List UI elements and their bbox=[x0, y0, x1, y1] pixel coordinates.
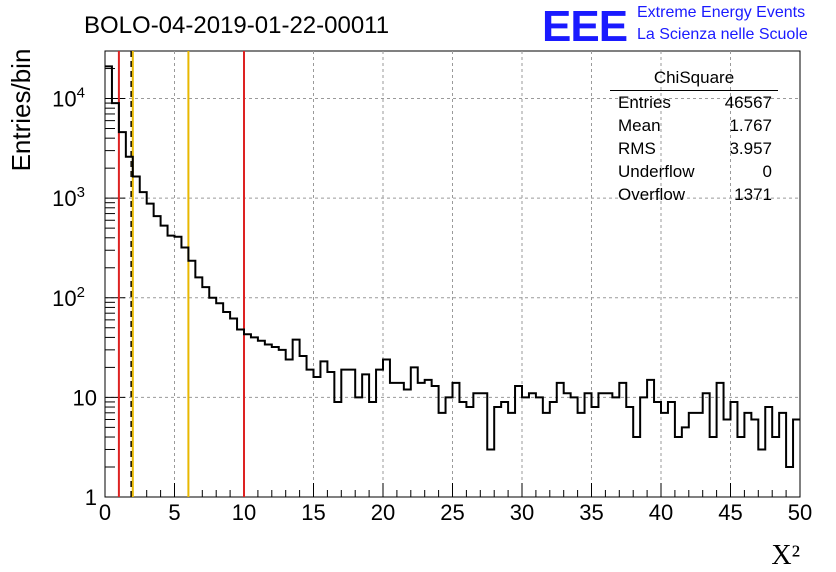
y-tick-label: 103 bbox=[52, 184, 85, 211]
stats-value: 46567 bbox=[724, 93, 772, 112]
stats-key: Entries bbox=[618, 93, 671, 112]
x-tick-label: 25 bbox=[440, 500, 464, 525]
stats-value: 1371 bbox=[734, 185, 772, 204]
x-tick-label: 30 bbox=[510, 500, 534, 525]
stats-key: Underflow bbox=[618, 162, 695, 181]
stats-title: ChiSquare bbox=[653, 68, 735, 87]
x-tick-labels: 0 5 10 15 20 25 30 35 40 45 50 bbox=[99, 500, 812, 525]
threshold-lines bbox=[117, 51, 245, 497]
stats-value: 0 bbox=[762, 162, 772, 181]
x-tick-label: 45 bbox=[718, 500, 742, 525]
y-tick-label: 1 bbox=[85, 485, 97, 510]
logo-line-2: La Scienza nelle Scuole bbox=[637, 26, 808, 43]
stats-divider bbox=[610, 90, 778, 91]
stats-key: Mean bbox=[618, 116, 661, 135]
x-tick-label: 20 bbox=[371, 500, 395, 525]
y-tick-labels: 1 10 102 103 104 bbox=[52, 85, 97, 510]
eee-logo: EEE bbox=[542, 2, 628, 51]
y-tick-label: 104 bbox=[52, 85, 85, 112]
x-tick-label: 35 bbox=[579, 500, 603, 525]
x-tick-label: 0 bbox=[99, 500, 111, 525]
x-tick-label: 15 bbox=[301, 500, 325, 525]
x-tick-label: 10 bbox=[232, 500, 256, 525]
y-axis-label: Entries/bin bbox=[6, 49, 36, 172]
y-tick-label: 102 bbox=[52, 284, 85, 311]
y-tick-label: 10 bbox=[73, 385, 97, 410]
chart-title: BOLO-04-2019-01-22-00011 bbox=[84, 12, 390, 39]
stats-key: Overflow bbox=[618, 185, 686, 204]
x-tick-label: 5 bbox=[168, 500, 180, 525]
stats-value: 3.957 bbox=[729, 139, 772, 158]
stats-value: 1.767 bbox=[729, 116, 772, 135]
logo-line-1: Extreme Energy Events bbox=[637, 4, 806, 21]
x-tick-label: 40 bbox=[649, 500, 673, 525]
stats-key: RMS bbox=[618, 139, 656, 158]
histogram-line bbox=[105, 65, 800, 469]
x-tick-label: 50 bbox=[788, 500, 812, 525]
stats-box: ChiSquare Entries 46567 Mean 1.767 RMS 3… bbox=[610, 68, 778, 208]
x-axis-label: X² bbox=[771, 540, 800, 571]
